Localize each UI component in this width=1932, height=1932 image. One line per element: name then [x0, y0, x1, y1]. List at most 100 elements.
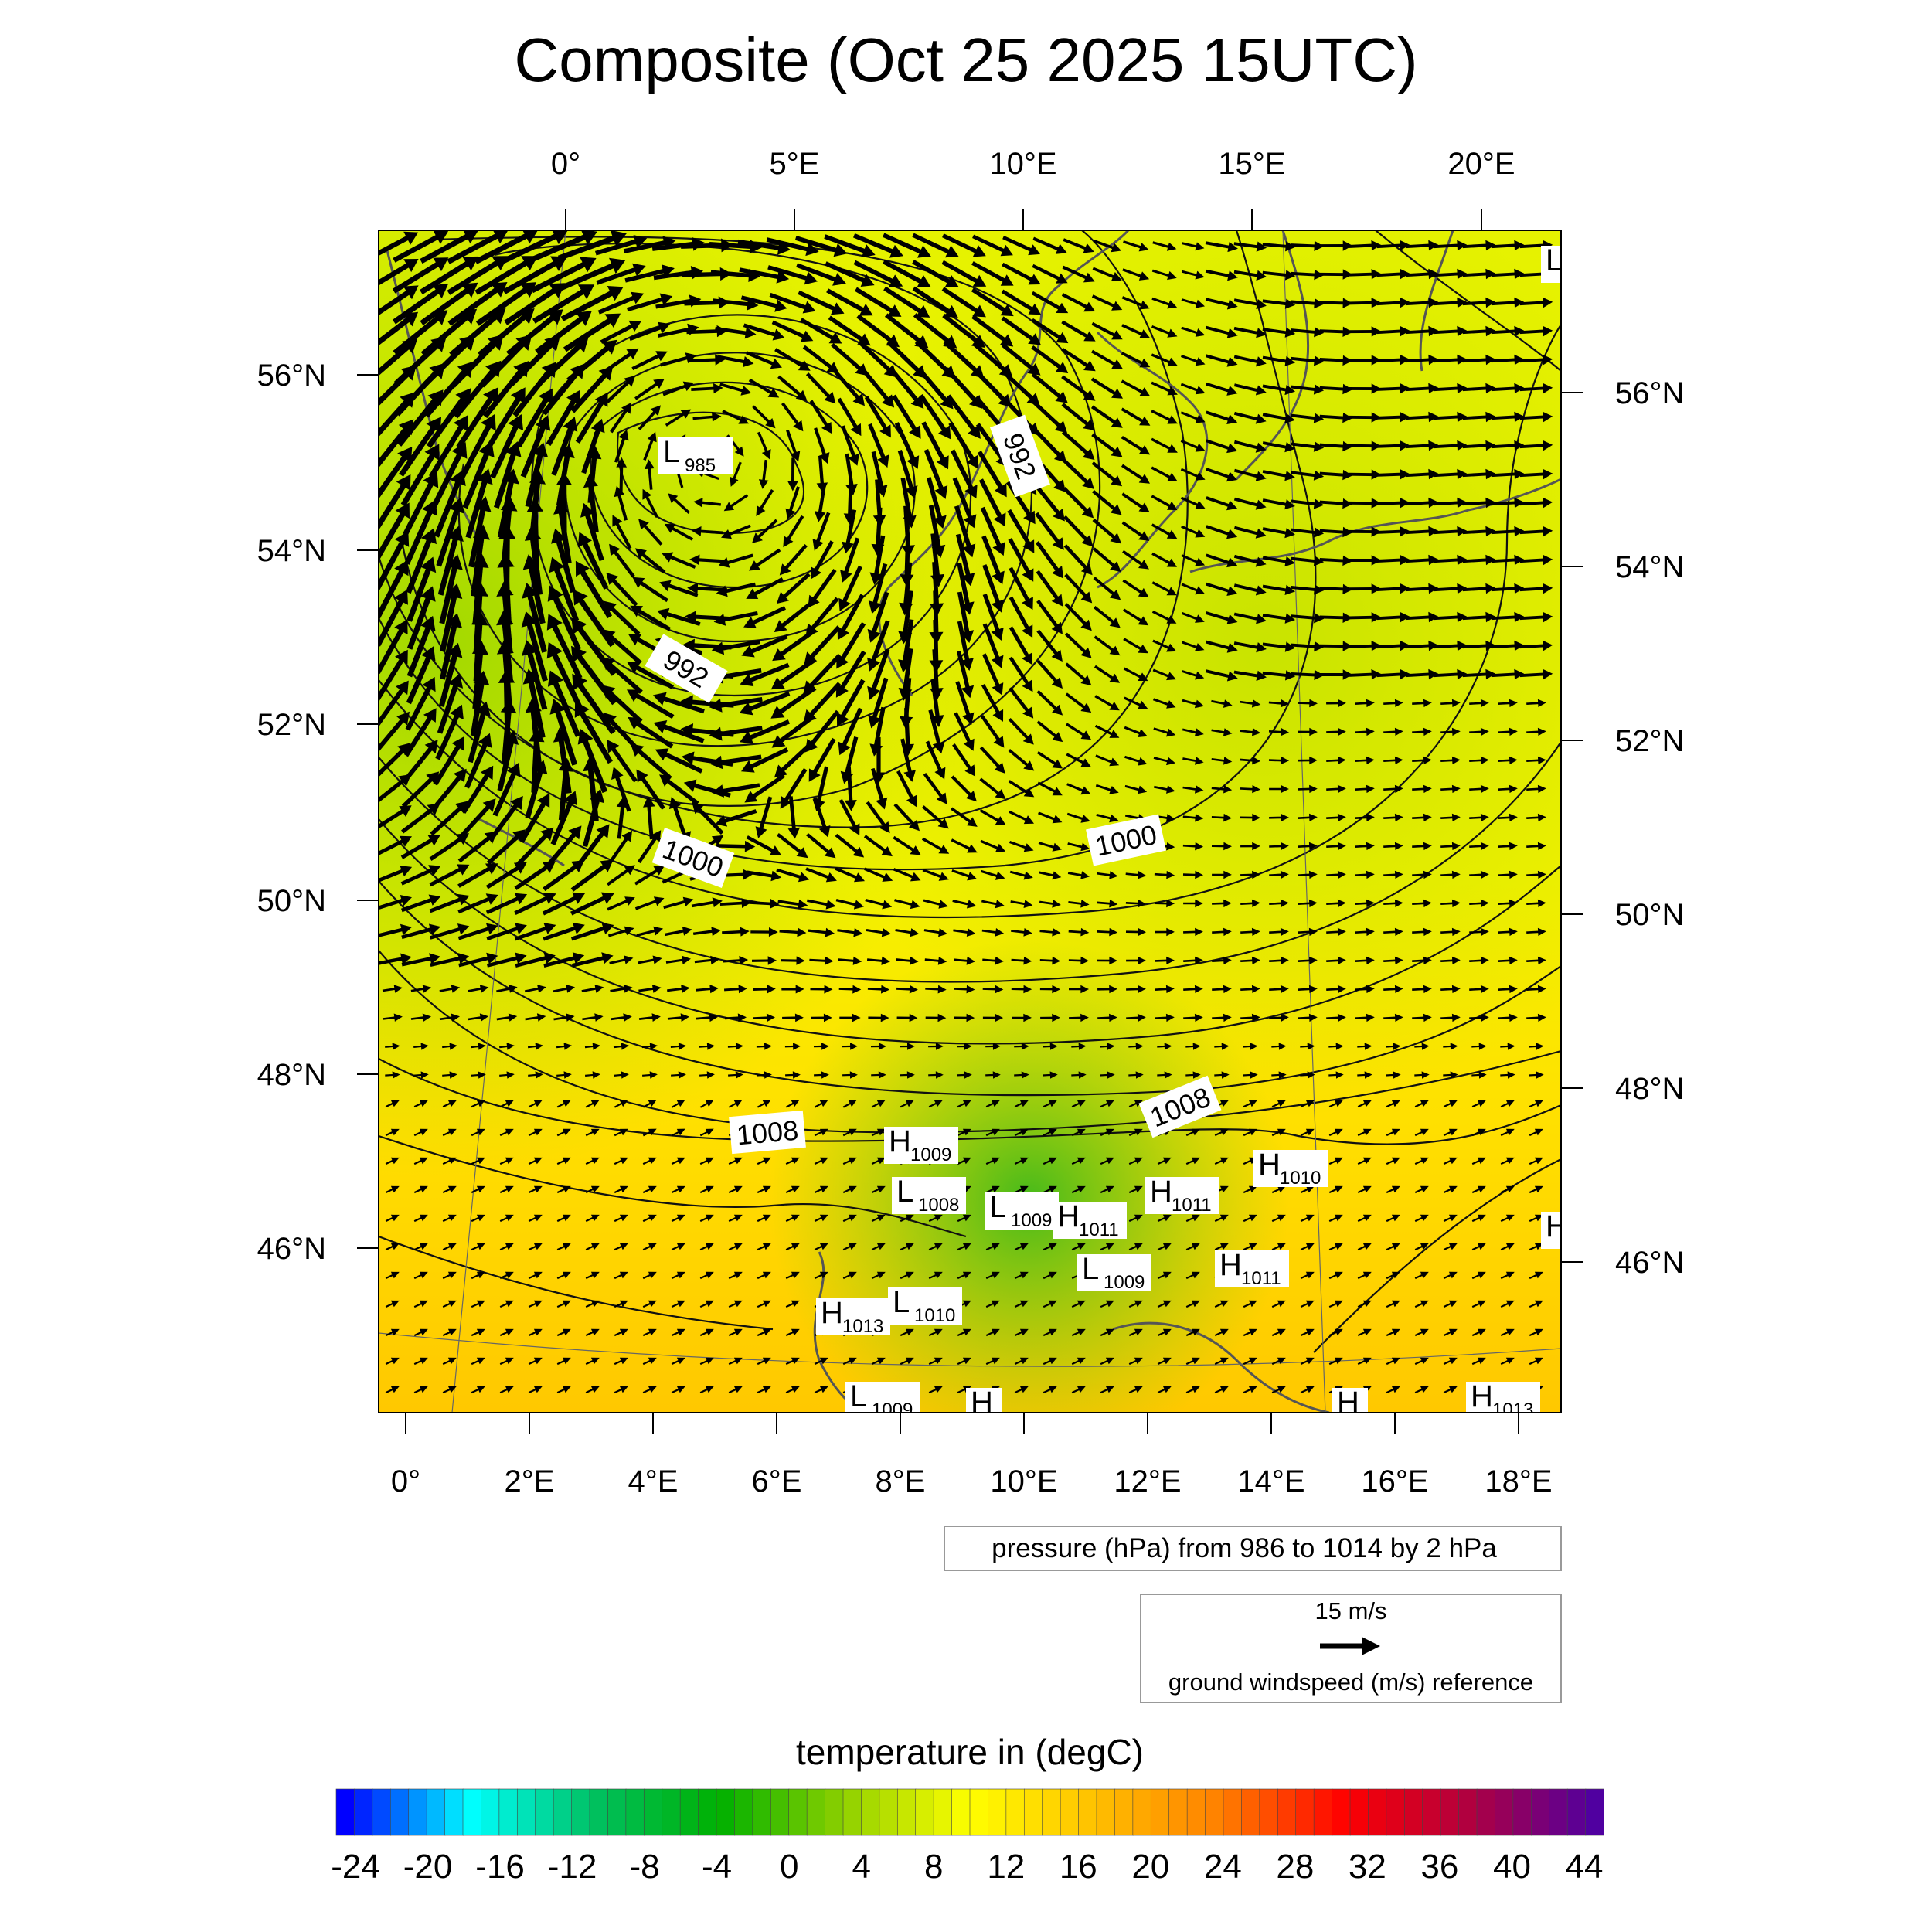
wind-vector	[694, 955, 720, 965]
wind-vector	[1100, 1157, 1114, 1165]
wind-vector	[985, 1071, 1001, 1079]
wind-vector	[776, 868, 810, 883]
wind-vector	[1036, 599, 1063, 634]
wind-vector	[1043, 1157, 1057, 1165]
wind-vector	[1010, 900, 1033, 908]
wind-vector	[1348, 469, 1382, 480]
wind-vector	[1462, 611, 1496, 623]
wind-vector	[1036, 720, 1063, 743]
wind-vector	[785, 1185, 800, 1194]
wind-vector	[883, 286, 930, 318]
colorbar-swatch	[825, 1788, 844, 1836]
pressure-center-letter: L	[850, 1379, 867, 1413]
wind-vector	[1376, 383, 1410, 394]
wind-vector	[977, 451, 1007, 498]
wind-vector	[982, 956, 1004, 965]
wind-vector	[1206, 410, 1238, 424]
colorbar-swatch	[1566, 1788, 1587, 1836]
wind-vector	[1462, 554, 1496, 566]
wind-vector	[660, 352, 697, 367]
wind-vector	[1233, 326, 1267, 338]
wind-vector	[1519, 383, 1553, 394]
wind-vector	[1157, 1328, 1172, 1337]
wind-vector	[485, 893, 528, 915]
wind-vector	[385, 1271, 400, 1280]
wind-vector	[1298, 1013, 1318, 1022]
wind-vector	[813, 797, 831, 838]
isobar-line	[379, 1134, 967, 1238]
wind-vector	[1032, 236, 1067, 254]
wind-vector	[1471, 1357, 1486, 1366]
wind-vector	[406, 528, 437, 594]
pressure-center-letter: H	[1150, 1175, 1172, 1209]
wind-reference-speed: 15 m/s	[1315, 1597, 1386, 1624]
wind-vector	[1007, 509, 1035, 553]
wind-vector	[471, 1043, 486, 1050]
colorbar-swatch	[643, 1788, 663, 1836]
wind-vector	[1043, 1243, 1057, 1251]
wind-vector	[1036, 570, 1063, 607]
wind-vector	[385, 1300, 400, 1308]
wind-vector	[802, 345, 839, 374]
colorbar-swatch	[1241, 1788, 1260, 1836]
wind-vector	[1319, 326, 1353, 337]
pressure-center: H 1009	[884, 1124, 958, 1165]
wind-vector	[1300, 1071, 1315, 1079]
wind-vector	[957, 1357, 971, 1366]
wind-vector	[1243, 1328, 1257, 1337]
wind-vector	[1031, 291, 1069, 314]
wind-vector	[1100, 1243, 1114, 1251]
wind-vector	[614, 1386, 628, 1394]
colorbar-swatch	[481, 1788, 500, 1836]
wind-vector	[1357, 1071, 1372, 1079]
wind-vector	[838, 956, 862, 965]
wind-vector	[1298, 870, 1318, 879]
wind-vector	[1151, 581, 1177, 596]
wind-vector	[1376, 412, 1410, 423]
colorbar-swatch	[842, 1788, 862, 1836]
wind-vector	[942, 233, 986, 257]
wind-vector	[1469, 756, 1489, 765]
wind-vector	[1500, 1043, 1515, 1050]
wind-vector	[1348, 298, 1382, 308]
wind-vector	[1319, 383, 1353, 395]
colorbar-tick-label: 12	[987, 1848, 1025, 1886]
wind-vector	[1065, 692, 1092, 713]
wind-vector	[1434, 440, 1468, 451]
wind-vector	[614, 1214, 628, 1223]
wind-vector	[602, 629, 642, 665]
wind-vector	[842, 1243, 857, 1251]
wind-vector	[1151, 325, 1178, 338]
pressure-center-letter: H	[1546, 1209, 1568, 1243]
wind-vector	[382, 985, 403, 993]
wind-vector	[957, 1157, 971, 1165]
wind-vector	[1519, 611, 1553, 623]
wind-vector	[385, 1243, 400, 1251]
wind-vector	[671, 1357, 685, 1366]
wind-vector	[900, 1357, 914, 1366]
wind-vector	[535, 311, 592, 355]
wind-vector	[585, 1185, 600, 1194]
wind-vector	[442, 1043, 457, 1050]
wind-vector	[577, 729, 608, 794]
wind-vector	[1491, 440, 1525, 451]
wind-vector	[606, 572, 638, 607]
colorbar-tick-label: 24	[1204, 1848, 1242, 1886]
wind-vector	[379, 502, 410, 562]
coastline-segment	[1112, 1321, 1330, 1413]
isobar-label: 1000	[1086, 814, 1166, 866]
wind-vector	[601, 685, 643, 723]
wind-vector	[689, 554, 725, 566]
wind-vector	[657, 607, 701, 626]
wind-vector	[1405, 526, 1439, 537]
wind-vector	[1348, 498, 1382, 509]
wind-vector	[1469, 813, 1489, 822]
wind-vector	[1233, 497, 1267, 510]
pressure-center-value: 1010	[1280, 1168, 1321, 1189]
wind-vector	[812, 512, 831, 551]
wind-vector	[1157, 1214, 1172, 1223]
wind-vector	[985, 1300, 1000, 1308]
wind-vector	[1123, 638, 1148, 654]
wind-vector	[1328, 1271, 1343, 1280]
wind-vector	[1443, 1043, 1458, 1050]
